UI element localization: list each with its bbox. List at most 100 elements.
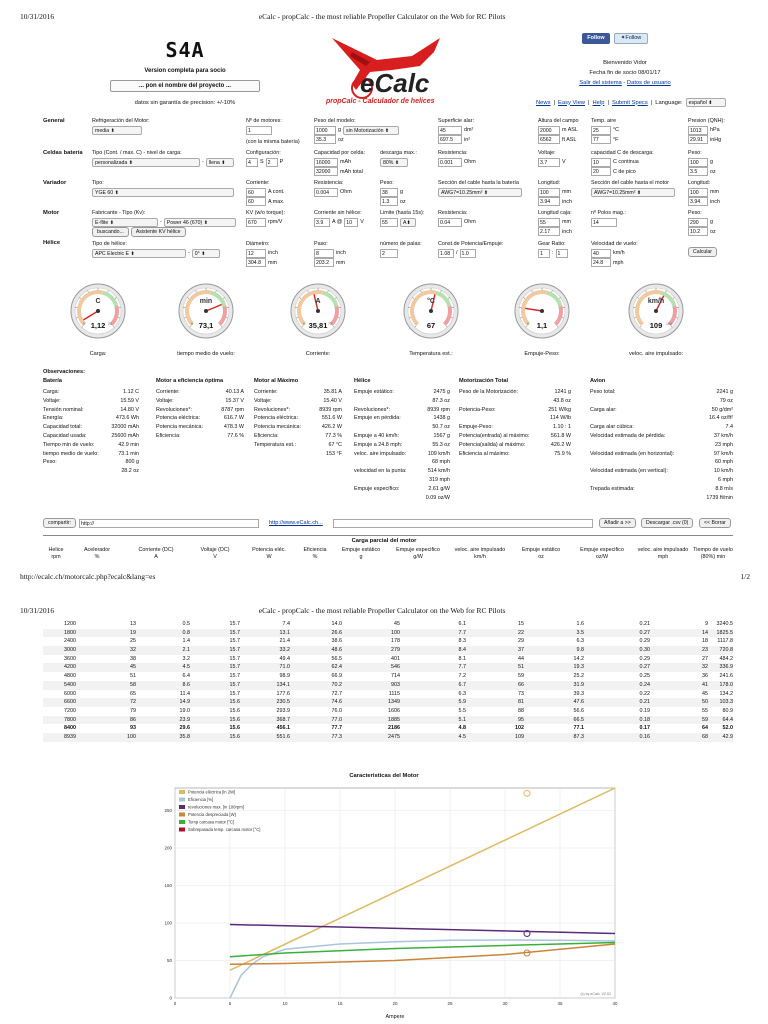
cpm-title: Carga parcial del motor: [351, 538, 417, 544]
table-cell: 14: [702, 629, 708, 636]
descarga-field: descarga max.: 80% ⬍: [380, 150, 417, 167]
twitter-follow-button[interactable]: ✦Follow: [614, 33, 648, 44]
nav-easyview-link[interactable]: Easy View: [558, 99, 585, 106]
variador-corriente-field: Corriente: 60 A cont. 60 A max.: [246, 180, 285, 207]
table-cell: 1200: [64, 621, 76, 627]
ecalc-link[interactable]: http://www.eCalc.ch...: [269, 520, 323, 526]
gauge-hub: [654, 309, 658, 313]
share-url-input[interactable]: http://: [79, 519, 259, 528]
altura-field: Altura del campo 2000 m ASL 6562 ft ASL: [538, 118, 579, 145]
facebook-follow-button[interactable]: Follow: [582, 33, 610, 44]
gauge-label-1: tiempo medio de vuelo:: [177, 351, 235, 357]
gauge-dial-icon: km/h 109 160: [628, 283, 684, 339]
descargar-csv-button[interactable]: Descargar .csv (0): [641, 518, 694, 528]
longitud-caja-field: Longitud caja: 55 mm 2.17 inch: [538, 210, 572, 237]
nav-help-link[interactable]: Help: [592, 99, 605, 106]
anadir-button[interactable]: Añadir a >>: [599, 518, 636, 528]
gauge-0: C 1,12 0 25: [70, 283, 126, 339]
helice-angle-select[interactable]: 0° ⬍: [191, 248, 220, 258]
user-data-link[interactable]: Datos de usuario: [626, 80, 671, 86]
table-row: 6600 72 14.9 15.6 230.5 74.6 1349 5.9 81 47.6 0.21…: [43, 698, 733, 707]
table-row: 1800 19 0.8 15.7 13.1 26.6 100 7.7 22 3.5 0.27 14 18…: [43, 628, 733, 638]
nav-news-link[interactable]: News: [536, 99, 551, 106]
gauge-needle: [655, 295, 665, 312]
table-cell: 2186: [388, 725, 400, 732]
table-cell: 1.6: [576, 621, 585, 627]
table-cell: 26.6: [331, 629, 343, 636]
buscar-button[interactable]: buscando...: [92, 226, 129, 237]
motor-tipo-select[interactable]: Power 46 (670) ⬍: [163, 217, 236, 227]
bateria-tipo-select[interactable]: personalizada ⬍: [92, 157, 200, 167]
table-cell: 33.2: [279, 647, 291, 654]
results-col-motorizacion: Peso de la Motorización: 1241 g 43.8 oz Pot…: [459, 388, 571, 458]
table-cell: 15.7: [229, 655, 241, 662]
language-select[interactable]: español ⬍: [685, 98, 726, 107]
motor-chart: 0 50 100 150 200 250 0 5 10 15 20 25 30 35 40 Ampere Pot…: [150, 782, 620, 1022]
result-row: Eficiencia: 77.3 %: [254, 432, 342, 439]
project-name-input[interactable]: ... pon el nombre del proyecto ...: [110, 80, 260, 92]
descarga-select[interactable]: 80% ⬍: [380, 157, 408, 167]
nav-submit-link[interactable]: Submit Specs: [611, 99, 648, 106]
peso-modelo-input[interactable]: 1000: [314, 125, 336, 135]
print-date: 10/31/2016: [20, 12, 55, 21]
helice-tipo-select[interactable]: APC Electric E ⬍: [92, 248, 186, 258]
result-row: 6 mph: [718, 476, 733, 483]
gauge-4: 1,1 0: [514, 283, 570, 339]
peso-modelo-select[interactable]: sin Motorización ⬍: [343, 125, 399, 135]
result-row: Tensión nominal: 14.80 V: [43, 406, 139, 413]
gauge-hub: [204, 309, 208, 313]
motor-fabricante-select[interactable]: E-flite ⬍: [92, 217, 158, 227]
result-row: 153 °F: [326, 450, 342, 457]
kv-field: KV (w/o torque): 670 rpm/V: [246, 210, 285, 227]
result-row: Eficiencia: 77.6 %: [156, 432, 244, 439]
motores-input[interactable]: 1: [246, 125, 272, 135]
airplane-logo-icon: [332, 38, 440, 99]
gauge-tick: [556, 325, 559, 328]
compartir-button[interactable]: compartir:: [43, 518, 77, 528]
x-tick-label: 0: [174, 1001, 177, 1006]
calcular-button[interactable]: Calcular: [688, 247, 718, 257]
diametro-field: Diámetro: 12 inch 304.8 mm: [246, 241, 278, 268]
nivel-carga-select[interactable]: llena ⬍: [205, 157, 234, 167]
x-tick-label: 30: [502, 1001, 508, 1006]
table-cell: 336.9: [719, 664, 734, 671]
table-cell: 93: [130, 725, 136, 732]
gauge-tick: [639, 325, 642, 328]
refrig-select[interactable]: media ⬍: [92, 125, 142, 135]
cable-bateria-select[interactable]: AWG7=10.25mm² ⬍: [438, 187, 522, 197]
table-cell: 88: [518, 707, 524, 714]
membership-code: S4A: [165, 38, 205, 62]
result-row: Empuje a 40 km/h: 1567 g: [354, 432, 450, 439]
variador-tipo-select[interactable]: YGE 60 ⬍: [92, 187, 234, 197]
gauge-tick: [670, 325, 673, 328]
table-cell: 3000: [64, 647, 76, 654]
gauge-tick: [440, 290, 442, 293]
cpm-header-cell: Tiempo de vuelo (80%) min: [693, 547, 733, 560]
borrar-button[interactable]: << Borrar: [699, 518, 731, 528]
cable-motor-select[interactable]: AWG7=10.25mm² ⬍: [591, 187, 675, 197]
gauge-arc-ok: [322, 290, 339, 307]
constante-field: Const.de Potencia/Empuje: 1.08/1.0: [438, 241, 504, 258]
logout-link[interactable]: Salir del sistema: [579, 80, 622, 86]
result-row: 50.7 oz: [432, 424, 450, 431]
peso-modelo-field: Peso del modelo: 1000 g sin Motorización ⬍…: [314, 117, 399, 145]
gauge-tick: [184, 317, 187, 319]
cpm-header-cell: Acelerador%: [83, 547, 111, 560]
table-cell: 15.6: [229, 699, 241, 706]
gauge-tick: [107, 290, 109, 293]
share-text-input[interactable]: [333, 519, 593, 528]
twitter-icon: ✦: [620, 35, 626, 41]
gauge-tick: [675, 317, 678, 319]
result-row: Voltaje: 15.59 V: [43, 397, 139, 404]
gauge-label-2: Corriente:: [305, 351, 331, 357]
asistente-kv-button[interactable]: Asistente KV hélice: [130, 226, 186, 237]
table-row: 8939 100 35.8 15.6 551.6 77.3 2475 4.5 109 87.3 0.…: [43, 732, 733, 742]
limite-unit-select[interactable]: A⬍: [400, 217, 416, 227]
series-line: [229, 943, 616, 965]
table-cell: 7.4: [282, 621, 291, 627]
gauge-value: 73,1: [199, 321, 214, 330]
gauge-tick: [450, 317, 453, 319]
ecalc-logo[interactable]: eCalc propCalc - Calculador de helices: [322, 30, 462, 110]
gauge-arc-warn: [297, 290, 324, 326]
